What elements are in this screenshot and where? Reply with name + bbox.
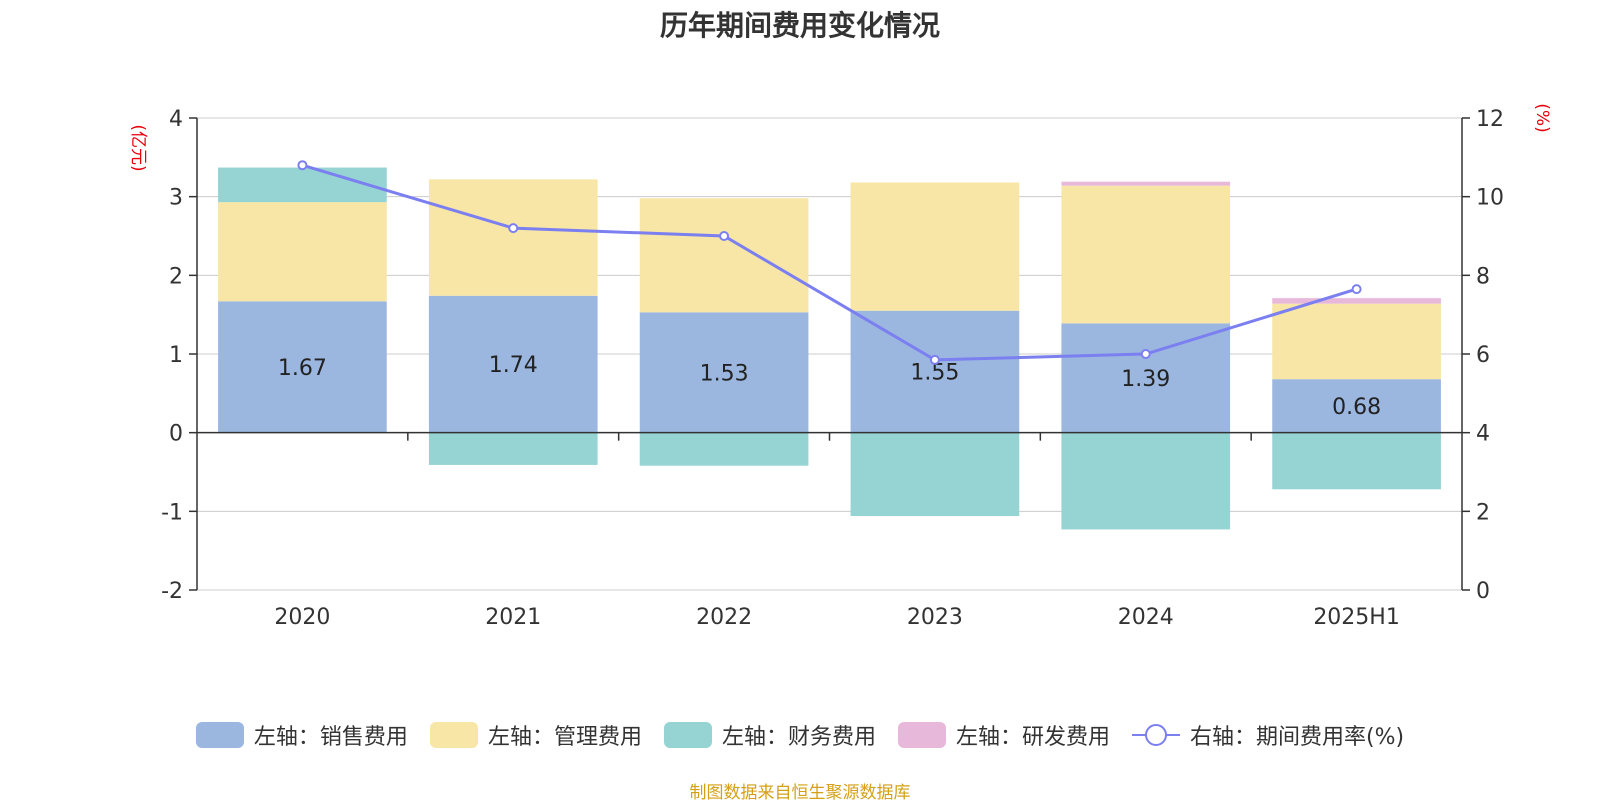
legend-label: 左轴：财务费用: [721, 725, 876, 750]
expense-rate-point: [297, 160, 308, 171]
legend-swatch: [663, 722, 712, 748]
right-y-tick-label: 2: [1476, 500, 1490, 525]
legend-swatch: [429, 722, 478, 748]
x-tick-label: 2020: [274, 605, 330, 630]
legend-item[interactable]: 左轴：管理费用: [429, 719, 642, 751]
bar-segment: [639, 198, 809, 313]
bar-segment: [218, 301, 387, 433]
bar-data-label: 1.39: [1121, 367, 1170, 392]
bar-segment: [1061, 432, 1231, 530]
legend-swatch: [1131, 722, 1180, 748]
legend-swatch: [195, 722, 244, 748]
bar-segment: [1272, 298, 1441, 304]
bar-data-label: 1.53: [700, 361, 749, 386]
bar-segment: [218, 202, 387, 302]
left-y-tick-label: 4: [169, 107, 183, 132]
bar-data-label: 0.68: [1332, 395, 1381, 420]
left-y-tick-label: 3: [169, 186, 183, 211]
x-tick-label: 2022: [696, 605, 752, 630]
left-y-tick-label: 2: [169, 264, 183, 289]
legend-item[interactable]: 右轴：期间费用率(%): [1131, 719, 1405, 751]
bar-segment: [428, 295, 598, 433]
x-tick-label: 2024: [1118, 605, 1174, 630]
bar-segment: [850, 310, 1020, 433]
bar-segment: [218, 167, 387, 203]
chart-title: 历年期间费用变化情况: [659, 9, 940, 42]
right-y-tick-label: 0: [1476, 579, 1490, 604]
legend-label: 左轴：研发费用: [955, 725, 1110, 750]
x-tick-label: 2021: [485, 605, 541, 630]
data-source-footer: 制图数据来自恒生聚源数据库: [689, 783, 911, 803]
legend-item[interactable]: 左轴：财务费用: [663, 719, 876, 751]
x-tick-label: 2025H1: [1313, 605, 1400, 630]
bar-segment: [1272, 432, 1441, 490]
legend-label: 右轴：期间费用率(%): [1189, 725, 1405, 750]
right-y-tick-label: 8: [1476, 264, 1490, 289]
legend-label: 左轴：销售费用: [253, 725, 408, 750]
bar-segment: [1272, 303, 1441, 380]
bar-data-label: 1.67: [278, 356, 327, 381]
chart-legend: 左轴：销售费用 左轴：管理费用 左轴：财务费用 左轴：研发费用 右轴：期间费用率(%): [0, 718, 1600, 752]
expense-rate-point: [508, 223, 519, 234]
expense-rate-point: [719, 231, 730, 241]
right-y-tick-label: 10: [1476, 186, 1504, 211]
expense-rate-point: [1351, 284, 1362, 295]
right-axis-unit-label: (%): [1532, 103, 1552, 132]
left-y-tick-label: 0: [169, 422, 183, 447]
right-y-tick-label: 12: [1476, 107, 1504, 132]
left-y-tick-label: -2: [161, 579, 183, 604]
legend-item[interactable]: 左轴：销售费用: [195, 719, 408, 751]
right-y-tick-label: 6: [1476, 343, 1490, 368]
bar-segment: [850, 182, 1020, 311]
bar-segment: [850, 432, 1020, 517]
bar-segment: [639, 432, 809, 466]
bar-segment: [1061, 185, 1231, 324]
left-y-tick-label: 1: [169, 343, 183, 368]
legend-swatch: [897, 722, 946, 748]
bar-segment: [639, 312, 809, 433]
bar-segment: [428, 432, 598, 465]
bar-segment: [1272, 379, 1441, 433]
legend-label: 左轴：管理费用: [487, 725, 642, 750]
legend-item[interactable]: 左轴：研发费用: [897, 719, 1110, 751]
x-tick-label: 2023: [907, 605, 963, 630]
expense-rate-point: [929, 354, 940, 365]
bar-data-label: 1.74: [489, 353, 538, 378]
left-y-tick-label: -1: [161, 500, 183, 525]
bar-segment: [1061, 323, 1231, 433]
bar-segment: [1061, 181, 1231, 186]
expense-rate-line: [301, 163, 1358, 362]
left-axis-unit-label: (亿元): [128, 124, 148, 171]
right-y-tick-label: 4: [1476, 422, 1490, 447]
bar-segment: [428, 179, 598, 296]
expense-rate-point: [1140, 349, 1151, 359]
